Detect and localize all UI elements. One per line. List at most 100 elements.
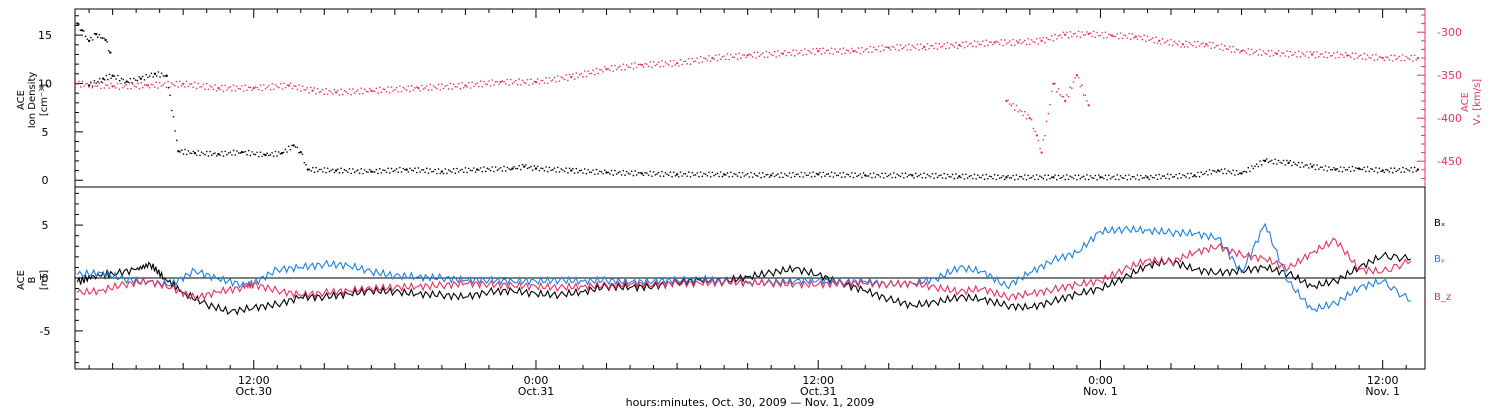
velocity-point	[746, 54, 749, 57]
density-point	[90, 36, 92, 39]
velocity-point	[1018, 109, 1021, 111]
velocity-point	[152, 83, 154, 86]
velocity-point	[437, 83, 440, 86]
velocity-point	[142, 86, 144, 89]
velocity-point	[790, 54, 793, 56]
density-point	[694, 174, 697, 176]
density-point	[209, 150, 211, 153]
velocity-point	[936, 48, 939, 50]
velocity-point	[1232, 45, 1234, 48]
velocity-point	[614, 64, 616, 67]
velocity-point	[383, 88, 386, 91]
density-point	[267, 154, 270, 157]
density-point	[219, 154, 221, 156]
density-point	[530, 165, 532, 168]
velocity-point	[259, 84, 262, 86]
density-point	[773, 175, 776, 178]
velocity-point	[839, 48, 841, 50]
density-point	[303, 161, 306, 164]
density-point	[748, 176, 751, 178]
density-point	[543, 169, 546, 172]
density-point	[1013, 178, 1016, 181]
velocity-point	[968, 43, 971, 45]
density-point	[1212, 169, 1214, 172]
velocity-point	[1113, 35, 1115, 38]
density-point	[1171, 176, 1174, 178]
density-point	[1059, 177, 1061, 180]
velocity-point	[1413, 54, 1416, 57]
density-point	[819, 171, 821, 174]
density-point	[1365, 170, 1367, 173]
velocity-point	[1141, 38, 1144, 41]
density-point	[1155, 174, 1157, 176]
velocity-point	[1099, 34, 1102, 37]
density-point	[282, 151, 285, 154]
velocity-point	[525, 82, 527, 85]
density-point	[392, 170, 394, 173]
density-point	[1151, 176, 1154, 179]
density-point	[78, 23, 80, 25]
velocity-point	[1071, 87, 1073, 89]
density-point	[518, 164, 520, 167]
velocity-point	[254, 86, 257, 88]
density-point	[145, 73, 147, 76]
density-point	[582, 172, 584, 174]
density-point	[404, 168, 406, 171]
velocity-point	[929, 44, 932, 47]
velocity-point	[1091, 35, 1093, 38]
velocity-point	[205, 82, 208, 85]
density-point	[425, 167, 428, 170]
density-point	[536, 165, 539, 168]
density-point	[985, 173, 987, 176]
velocity-point	[862, 50, 865, 53]
velocity-point	[404, 88, 406, 90]
density-point	[1227, 169, 1229, 172]
density-point	[677, 176, 680, 178]
velocity-point	[1220, 43, 1223, 46]
velocity-point	[577, 76, 579, 79]
density-point	[1213, 170, 1216, 172]
density-point	[783, 172, 786, 175]
density-point	[980, 176, 982, 179]
velocity-point	[956, 47, 959, 50]
density-point	[614, 169, 616, 172]
velocity-point	[1153, 41, 1155, 44]
density-point	[1062, 175, 1065, 177]
velocity-point	[940, 46, 942, 48]
density-point	[876, 173, 878, 176]
velocity-point	[891, 45, 893, 48]
velocity-point	[436, 87, 438, 90]
velocity-point	[834, 48, 836, 50]
velocity-point	[671, 65, 673, 68]
top-left-tick-label: 0	[42, 174, 49, 187]
velocity-point	[1081, 31, 1083, 33]
density-point	[629, 173, 631, 175]
velocity-point	[1008, 103, 1011, 105]
velocity-point	[1063, 33, 1067, 36]
velocity-point	[922, 45, 926, 49]
density-point	[824, 175, 826, 177]
density-point	[467, 167, 470, 170]
density-point	[102, 77, 105, 80]
density-point	[908, 174, 910, 176]
velocity-point	[802, 54, 804, 56]
velocity-point	[103, 87, 106, 89]
velocity-point	[861, 46, 863, 49]
velocity-point	[385, 90, 388, 93]
velocity-point	[105, 84, 107, 86]
density-point	[1082, 175, 1085, 178]
density-point	[1306, 164, 1308, 166]
velocity-point	[493, 84, 495, 86]
density-point	[1146, 176, 1149, 179]
velocity-point	[1297, 50, 1300, 53]
density-point	[1265, 158, 1268, 160]
density-point	[1260, 164, 1263, 166]
density-point	[1025, 178, 1028, 181]
velocity-point	[526, 78, 529, 81]
density-point	[506, 166, 509, 169]
density-point	[454, 172, 457, 174]
velocity-point	[1143, 34, 1145, 37]
density-point	[1197, 171, 1199, 174]
velocity-point	[546, 82, 549, 85]
velocity-point	[1114, 35, 1117, 38]
